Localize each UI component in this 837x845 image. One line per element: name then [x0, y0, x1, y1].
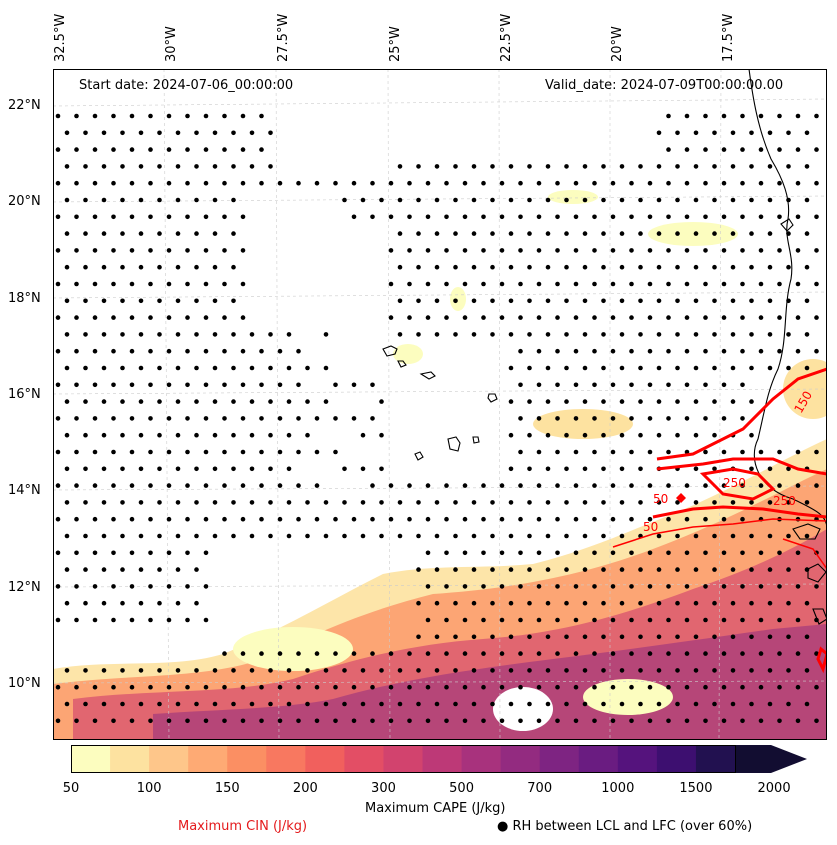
cin-contours-thin: [612, 518, 827, 570]
colorbar-cell: [266, 745, 306, 773]
colorbar-cell: [617, 745, 658, 773]
cin-label-250-b: 250: [773, 494, 796, 508]
lon-label-17-5w: 17.5°W: [721, 13, 736, 62]
colorbar-tick-label: 1000: [601, 781, 635, 796]
colorbar-title: Maximum CAPE (J/kg): [365, 801, 506, 816]
lat-label-16n: 16°N: [8, 387, 41, 402]
colorbar-tick-label: 700: [527, 781, 553, 796]
rh-legend-label: ● RH between LCL and LFC (over 60%): [497, 819, 753, 834]
colorbar-tick-label: 2000: [757, 781, 791, 796]
lon-label-25w: 25°W: [388, 26, 403, 62]
colorbar-cell: [188, 745, 228, 773]
cin-contours: [652, 367, 827, 674]
colorbar-cell: [149, 745, 189, 773]
colorbar-cell: [461, 745, 502, 773]
cin-legend-label: Maximum CIN (J/kg): [178, 819, 308, 834]
colorbar-cell: [305, 745, 345, 773]
colorbar-tick-label: 150: [214, 781, 240, 796]
map-canvas: 150 50 250 250 50: [53, 69, 827, 740]
rh-dot-field: [55, 113, 819, 724]
start-date-label: Start date: 2024-07-06_00:00:00: [79, 78, 294, 93]
colorbar-tick-label: 50: [62, 781, 80, 796]
colorbar-tick-label: 1500: [679, 781, 713, 796]
lon-label-22-5w: 22.5°W: [499, 13, 514, 62]
colorbar-tick-label: 300: [371, 781, 396, 796]
graticule: [53, 69, 827, 740]
cin-label-50-b: 50: [643, 520, 658, 534]
colorbar-cell: [578, 745, 619, 773]
colorbar-cell: [71, 745, 111, 773]
colorbar-tick-label: 200: [292, 781, 318, 796]
valid-date-label: Valid_date: 2024-07-09T00:00:00.00: [545, 78, 784, 93]
colorbar-cell: [344, 745, 384, 773]
lat-label-10n: 10°N: [8, 676, 41, 691]
lat-label-14n: 14°N: [8, 483, 41, 498]
lon-label-27-5w: 27.5°W: [276, 13, 291, 62]
lat-label-22n: 22°N: [8, 98, 41, 113]
colorbar-tick-label: 500: [449, 781, 474, 796]
colorbar-cell: [227, 745, 267, 773]
colorbar-cell: [110, 745, 150, 773]
colorbar-cell: [422, 745, 463, 773]
colorbar-cell: [500, 745, 541, 773]
colorbar-cell: [383, 745, 424, 773]
cin-label-250-a: 250: [723, 476, 746, 490]
lat-label-18n: 18°N: [8, 291, 41, 306]
colorbar-tick-label: 100: [136, 781, 162, 796]
colorbar-extend-arrow: [735, 745, 807, 773]
cin-label-50-a: 50: [653, 492, 668, 506]
map-panel: 150 50 250 250 50 Start date: 2024-07-06…: [53, 69, 827, 740]
cape-colorbar: [71, 745, 807, 773]
colorbar-cell: [539, 745, 580, 773]
lon-label-32-5w: 32.5°W: [53, 13, 68, 62]
lat-label-12n: 12°N: [8, 580, 41, 595]
colorbar-cell: [695, 745, 736, 773]
lon-label-30w: 30°W: [164, 26, 179, 62]
colorbar-cell: [656, 745, 697, 773]
lon-label-20w: 20°W: [610, 26, 625, 62]
lat-label-20n: 20°N: [8, 194, 41, 209]
cin-marker: [676, 493, 686, 503]
